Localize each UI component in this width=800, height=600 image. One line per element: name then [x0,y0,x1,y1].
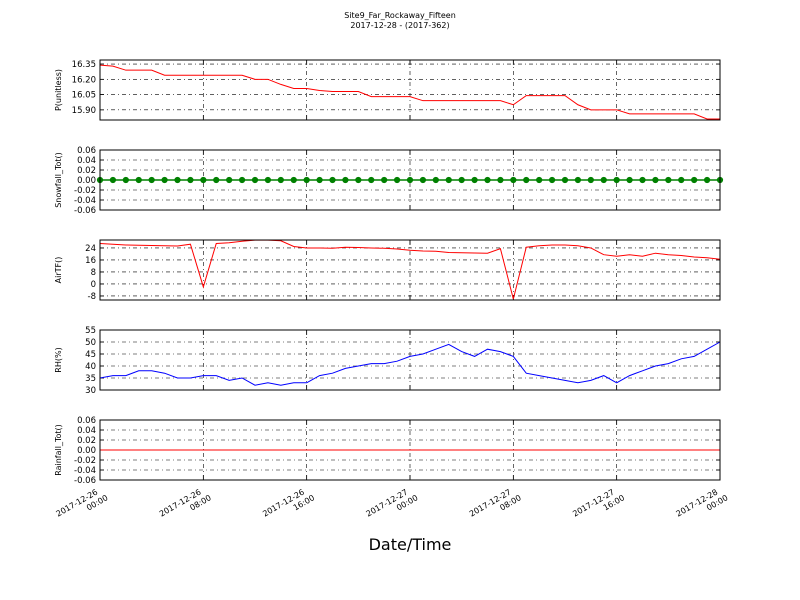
data-point [148,176,155,184]
data-point [626,176,633,184]
data-point [200,176,207,184]
y-tick-label: 50 [85,338,96,348]
data-point [561,176,569,184]
y-tick-label: -0.06 [74,476,96,486]
data-point [691,176,698,184]
plot-frame [99,59,721,121]
data-point [187,176,194,184]
data-point [652,176,659,184]
y-tick-label: -0.04 [74,196,96,206]
x-axis-label: Date/Time [369,535,452,554]
plot-frame [99,419,721,481]
y-tick-label: -0.06 [74,206,96,216]
data-point [213,176,220,184]
data-point [432,176,439,184]
y-axis-label: P(unitless) [54,69,63,111]
data-point [445,176,452,184]
y-tick-label: 40 [85,362,96,372]
data-point [574,176,582,184]
y-tick-label: 0.00 [77,446,96,456]
data-point [613,176,620,184]
y-tick-label: -0.04 [74,466,96,476]
y-tick-label: 45 [85,350,96,360]
data-point [174,176,181,184]
data-point [368,176,375,184]
data-point [264,176,272,184]
y-tick-label: 16.05 [72,91,96,101]
data-point [458,176,465,184]
data-point [419,176,427,184]
y-tick-label: 0.02 [77,436,96,446]
data-point [548,176,556,184]
plot-frame [99,329,721,391]
y-tick-label: 24 [85,244,96,254]
data-point [665,176,672,184]
data-point [290,176,297,184]
chart-title: Site9_Far_Rockaway_Fifteen [344,11,456,20]
data-point [251,176,259,184]
y-tick-label: 0.04 [77,426,96,436]
y-tick-label: 8 [91,268,96,278]
plot-frame [99,149,721,211]
y-tick-label: 30 [85,386,96,396]
y-tick-label: 35 [85,374,96,384]
y-tick-label: 0.06 [77,416,96,426]
y-tick-label: 0.06 [77,146,96,156]
y-tick-label: -8 [88,292,96,302]
data-point [355,176,362,184]
data-point [406,176,414,184]
data-point [678,176,685,184]
y-tick-label: 0.02 [77,166,96,176]
data-point [329,176,336,184]
chart-subtitle: 2017-12-28 - (2017-362) [350,21,449,30]
data-point [600,176,607,184]
y-tick-label: -0.02 [74,186,96,196]
y-axis-label: Snowfall_Tot() [54,152,63,208]
y-tick-label: -0.02 [74,456,96,466]
data-point [316,176,323,184]
y-tick-label: 15.90 [72,106,96,116]
data-point [303,176,310,184]
y-tick-label: 0.00 [77,176,96,186]
y-tick-label: 0 [91,280,96,290]
data-point [277,176,284,184]
data-line [99,341,721,386]
y-axis-label: AirTF() [54,257,63,284]
data-point [381,176,388,184]
y-tick-label: 55 [85,326,96,336]
data-line [99,239,721,300]
data-point [497,176,504,184]
data-point [510,176,517,184]
data-point [471,176,478,184]
y-axis-label: Rainfall_Tot() [54,424,63,476]
data-point [226,176,233,184]
data-point [109,176,117,184]
data-point [484,176,491,184]
data-line [99,64,720,120]
y-tick-label: 0.04 [77,156,96,166]
y-axis-label: RH(%) [54,347,63,372]
data-point [639,176,646,184]
data-point [587,176,594,184]
data-point [703,176,711,184]
y-tick-label: 16.35 [72,60,96,70]
data-point [342,176,349,184]
data-point [135,176,142,184]
data-point [161,176,168,184]
data-point [523,176,530,184]
data-point [238,176,246,184]
data-point [536,176,543,184]
data-point [122,176,129,184]
plot-frame [99,239,721,301]
data-point [393,176,401,184]
y-tick-label: 16 [85,256,96,266]
y-tick-label: 16.20 [72,75,96,85]
